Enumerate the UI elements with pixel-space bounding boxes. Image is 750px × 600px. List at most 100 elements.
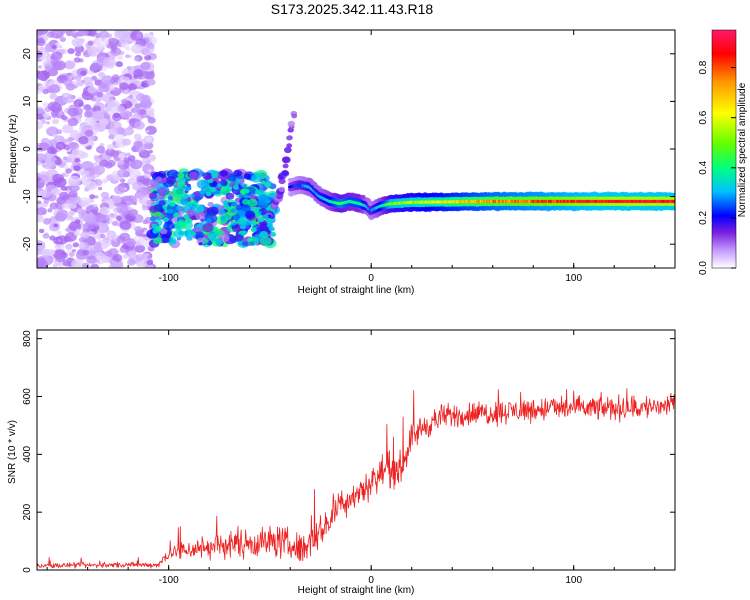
spectrogram-cell	[115, 215, 122, 221]
spectrogram-cell	[50, 110, 59, 117]
spectrogram-cell	[68, 175, 81, 187]
spectrogram-cell	[50, 148, 58, 154]
spectrogram-cell	[96, 145, 106, 154]
spectrogram-cell	[200, 218, 205, 223]
spectrogram-cell	[66, 257, 74, 263]
spectrogram-cell	[157, 193, 166, 200]
spectrogram-cell	[108, 134, 115, 140]
snr-frame	[36, 329, 676, 571]
spectrogram-cell	[148, 192, 158, 200]
spectrogram-cell	[92, 203, 98, 208]
spectrogram-cell	[37, 38, 46, 47]
spectrogram-cell	[125, 54, 130, 58]
spectrogram-peak	[152, 228, 159, 234]
spectrogram-cell	[159, 228, 168, 235]
spectrogram-cell	[196, 179, 209, 189]
spectrogram-peak	[162, 217, 169, 223]
colorbar-ticks: 0.0 0.2 0.4 0.6 0.8	[698, 60, 736, 275]
spectrogram-cell	[94, 155, 103, 163]
spectrogram-peak	[173, 212, 180, 218]
spectrogram-peak	[243, 188, 250, 194]
spectrogram-cell	[53, 223, 58, 228]
spectrogram-cell	[158, 213, 165, 219]
spectrogram-cell	[44, 65, 53, 72]
spectrogram-cell	[188, 193, 195, 199]
spectrogram-cell	[177, 172, 185, 179]
y-tick-label: 800	[22, 330, 33, 347]
colorbar-tick-label: 0.6	[698, 110, 709, 124]
spectrogram-peak	[266, 218, 272, 223]
spectrogram-cell	[93, 122, 107, 133]
spectrogram-cell	[125, 152, 131, 157]
spectrogram-cell	[133, 69, 144, 78]
spectrogram-cell	[45, 156, 58, 166]
spectrogram-peak	[177, 230, 184, 236]
spectrogram-xlabel: Height of straight line (km)	[298, 285, 415, 296]
spectrogram-cell	[112, 254, 123, 262]
spectrogram-cell	[133, 111, 138, 115]
spectrogram-cell	[67, 136, 74, 142]
spectrogram-cell	[128, 209, 138, 217]
spectrogram-cell	[247, 198, 258, 207]
spectrogram-peak	[268, 226, 275, 232]
spectrogram-cell	[125, 238, 136, 247]
spectrogram-cell	[158, 200, 166, 206]
spectrogram-cell	[37, 120, 44, 130]
spectrogram-peak	[210, 187, 217, 193]
spectrogram-cell	[90, 32, 96, 37]
spectrogram-cell	[198, 242, 203, 246]
spectrogram-cell	[104, 105, 113, 112]
snr-series-line	[37, 388, 675, 569]
spectrogram-cell	[84, 111, 93, 118]
spectrogram-cell	[71, 33, 76, 37]
spectrogram-cell	[134, 121, 146, 130]
spectrogram-cell	[68, 252, 75, 257]
spectrogram-cell	[78, 30, 89, 37]
spectrogram-cell	[37, 176, 41, 182]
spectrogram-cell	[42, 88, 49, 95]
spectrogram-cell	[145, 136, 153, 143]
spectrogram-cell	[37, 257, 47, 267]
y-tick-label: 20	[22, 48, 33, 60]
spectrogram-cell	[177, 219, 188, 228]
spectrogram-cell	[108, 127, 119, 136]
branch-cell	[286, 135, 293, 141]
spectrogram-peak	[231, 201, 237, 207]
spectrogram-cell	[96, 91, 104, 98]
spectrogram-cell	[42, 102, 49, 108]
spectrogram-cell	[71, 249, 77, 253]
spectrogram-cell	[135, 144, 146, 153]
spectrogram-cell	[119, 82, 129, 90]
spectrogram-cell	[101, 93, 114, 103]
spectrogram-cell	[227, 174, 236, 182]
spectrogram-cell	[73, 165, 81, 172]
tone-halo	[672, 205, 675, 210]
spectrogram-cell	[90, 120, 96, 125]
spectrogram-cell	[65, 243, 73, 250]
spectrogram-cell	[220, 186, 228, 192]
spectrogram-cell	[67, 48, 75, 55]
spectrogram-cell	[107, 144, 114, 150]
spectrogram-cell	[131, 44, 144, 54]
spectrogram-cell	[40, 46, 45, 51]
spectrogram-cell	[116, 54, 123, 61]
spectrogram-cell	[139, 236, 152, 247]
spectrogram-peak	[222, 200, 229, 206]
spectrogram-cell	[46, 121, 50, 125]
branch-cell	[287, 120, 295, 127]
spectrogram-cell	[90, 263, 99, 268]
spectrogram-ylabel: Frequency (Hz)	[8, 115, 19, 184]
spectrogram-cell	[60, 200, 66, 205]
colorbar-tick-label: 0.0	[698, 261, 709, 275]
spectrogram-cell	[123, 90, 129, 95]
spectrogram-cell	[235, 204, 243, 211]
spectrogram-cell	[37, 200, 42, 205]
x-tick-label: -100	[159, 575, 179, 586]
spectrogram-cell	[140, 61, 151, 71]
spectrogram-cell	[194, 231, 205, 240]
spectrogram-peak	[241, 230, 247, 236]
spectrogram-cell	[104, 250, 113, 257]
spectrogram-cell	[68, 221, 81, 232]
spectrogram-cell	[172, 188, 184, 198]
spectrogram-cell	[98, 186, 103, 191]
